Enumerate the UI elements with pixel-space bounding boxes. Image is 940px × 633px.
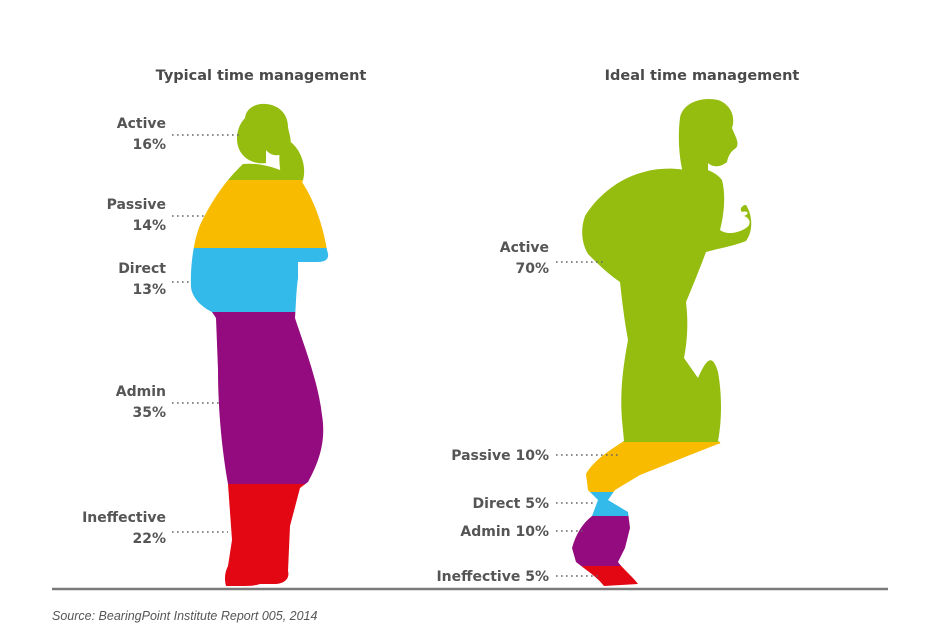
ideal-label-admin-text: Admin 10% bbox=[460, 524, 549, 540]
typical-segment-admin bbox=[190, 312, 329, 484]
ideal-label-active-name: Active bbox=[500, 240, 549, 256]
typical-label-admin-name: Admin bbox=[116, 384, 166, 400]
ideal-label-ineffective-text: Ineffective 5% bbox=[436, 569, 549, 585]
typical-label-active-value: 16% bbox=[132, 137, 166, 153]
typical-label-passive: Passive 14% bbox=[107, 197, 204, 234]
ideal-label-active: Active 70% bbox=[500, 240, 604, 277]
typical-label-direct-name: Direct bbox=[118, 261, 166, 277]
ideal-label-active-value: 70% bbox=[515, 261, 549, 277]
ideal-segment-admin bbox=[572, 516, 752, 566]
typical-label-passive-value: 14% bbox=[132, 218, 166, 234]
ideal-segment-passive bbox=[572, 442, 752, 492]
typical-segment-direct bbox=[190, 248, 329, 312]
typical-label-ineffective-name: Ineffective bbox=[82, 510, 166, 526]
typical-figure bbox=[190, 103, 329, 586]
typical-segment-active bbox=[190, 103, 329, 180]
typical-label-admin: Admin 35% bbox=[116, 384, 220, 421]
ideal-label-ineffective: Ineffective 5% bbox=[436, 569, 600, 585]
ideal-label-passive: Passive 10% bbox=[451, 448, 620, 464]
ideal-label-passive-text: Passive 10% bbox=[451, 448, 549, 464]
ideal-segment-ineffective bbox=[572, 566, 752, 586]
chart-title-ideal: Ideal time management bbox=[605, 68, 800, 84]
ideal-label-admin: Admin 10% bbox=[460, 524, 586, 540]
ideal-segment-active bbox=[572, 98, 752, 442]
ideal-figure bbox=[572, 98, 752, 586]
typical-label-ineffective: Ineffective 22% bbox=[82, 510, 228, 547]
ideal-label-direct-text: Direct 5% bbox=[473, 496, 549, 512]
typical-label-active: Active 16% bbox=[117, 116, 240, 153]
typical-segment-ineffective bbox=[190, 484, 329, 586]
typical-label-direct-value: 13% bbox=[132, 282, 166, 298]
ideal-segment-direct bbox=[572, 492, 752, 516]
typical-label-active-name: Active bbox=[117, 116, 166, 132]
typical-label-direct: Direct 13% bbox=[118, 261, 192, 298]
typical-segment-passive bbox=[190, 180, 329, 248]
ideal-label-direct: Direct 5% bbox=[473, 496, 596, 512]
chart-title-typical: Typical time management bbox=[156, 68, 367, 84]
typical-label-passive-name: Passive bbox=[107, 197, 166, 213]
source-note: Source: BearingPoint Institute Report 00… bbox=[52, 609, 317, 623]
typical-label-ineffective-value: 22% bbox=[132, 531, 166, 547]
typical-label-admin-value: 35% bbox=[132, 405, 166, 421]
